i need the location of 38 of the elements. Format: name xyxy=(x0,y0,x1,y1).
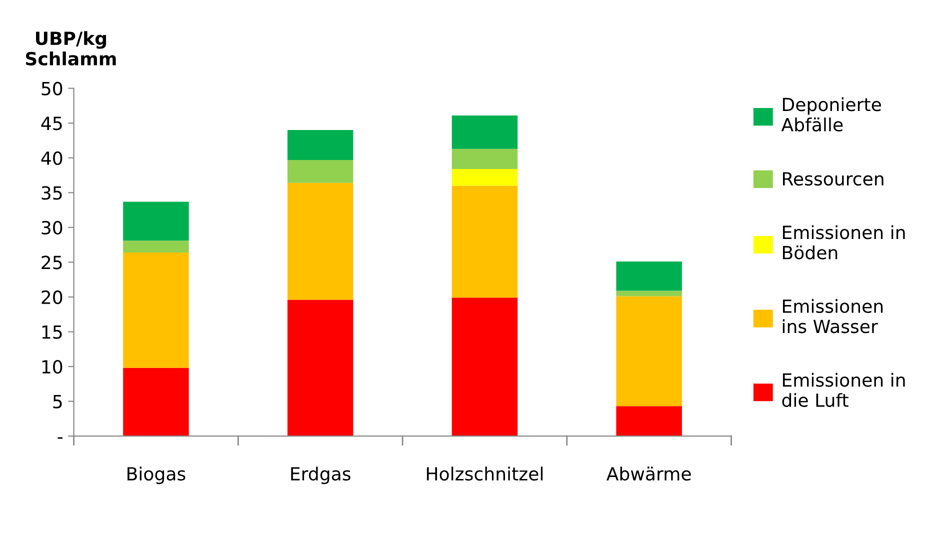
bar xyxy=(123,202,189,241)
y-axis-title: UBP/kg Schlamm xyxy=(26,31,116,66)
y-tick-label: 40 xyxy=(41,151,62,165)
y-tick-label: 30 xyxy=(42,220,62,235)
legend-label: Ressourcen xyxy=(782,172,884,186)
bar xyxy=(287,130,354,160)
bar xyxy=(452,148,518,169)
bar xyxy=(287,182,354,300)
legend-label: Emissionen ins Wasser xyxy=(782,299,883,334)
legend-label: Emissionen in die Luft xyxy=(782,372,905,408)
y-tick-label: 50 xyxy=(42,82,62,96)
bar xyxy=(616,406,682,436)
y-tick-label: - xyxy=(58,437,62,439)
bar xyxy=(287,160,354,183)
bar xyxy=(287,300,354,436)
legend-label: Emissionen in Böden xyxy=(782,225,905,260)
bar xyxy=(452,169,518,186)
y-tick-label: 15 xyxy=(42,325,62,339)
y-tick-label: 10 xyxy=(42,360,62,374)
x-tick-label: Holzschnitzel xyxy=(426,466,543,481)
bar xyxy=(452,115,518,149)
bar xyxy=(123,252,189,368)
x-tick-label: Erdgas xyxy=(291,466,350,484)
legend-label: Deponierte Abfälle xyxy=(781,97,881,132)
y-tick-label: 5 xyxy=(53,395,62,408)
bar xyxy=(616,262,682,291)
bar xyxy=(616,296,682,406)
x-tick-label: Abwärme xyxy=(606,466,691,481)
y-tick-label: 25 xyxy=(42,256,62,270)
x-tick-label: Biogas xyxy=(128,466,186,484)
y-tick-label: 35 xyxy=(42,186,62,200)
bar xyxy=(123,240,189,252)
bar xyxy=(452,298,518,436)
bar xyxy=(123,368,189,436)
y-tick-label: 45 xyxy=(41,116,62,130)
bar xyxy=(616,290,682,296)
bar xyxy=(452,186,518,298)
y-tick-label: 20 xyxy=(42,290,62,304)
